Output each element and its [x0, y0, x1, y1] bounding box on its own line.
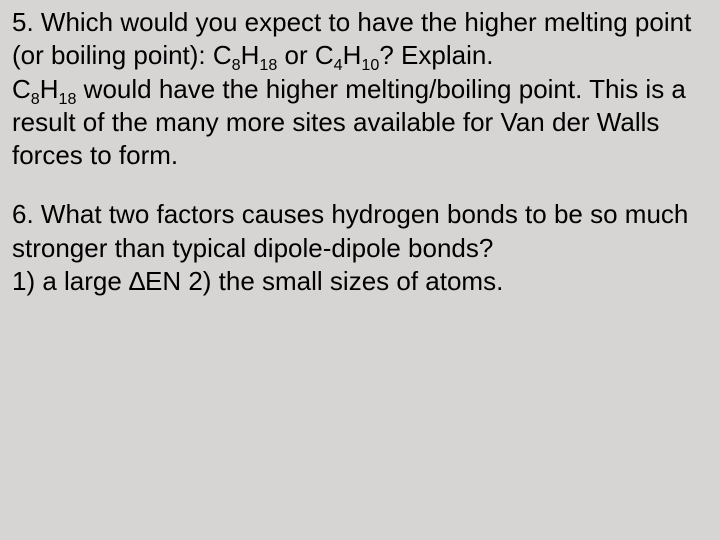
q5-sub-10: 10 — [361, 56, 379, 74]
q5-h-b: H — [343, 40, 362, 70]
q5-ans-h: H — [40, 74, 59, 104]
q5-sub-18a: 18 — [259, 56, 277, 74]
q5-or: or C — [277, 40, 333, 70]
q6-answer: 1) a large ∆EN 2) the small sizes of ato… — [12, 266, 503, 296]
q5-h-a: H — [241, 40, 260, 70]
question-5-block: 5. Which would you expect to have the hi… — [12, 6, 708, 172]
q5-sub-8a: 8 — [232, 56, 241, 74]
q5-ans-sub-18: 18 — [59, 90, 77, 108]
q5-tail: ? Explain. — [379, 40, 493, 70]
q5-answer-c: C — [12, 74, 31, 104]
q5-sub-4: 4 — [334, 56, 343, 74]
q5-ans-sub-8: 8 — [31, 90, 40, 108]
question-6-block: 6. What two factors causes hydrogen bond… — [12, 198, 708, 298]
slide-page: 5. Which would you expect to have the hi… — [0, 0, 720, 540]
q5-answer-text: would have the higher melting/boiling po… — [12, 74, 686, 171]
q6-question: 6. What two factors causes hydrogen bond… — [12, 199, 688, 262]
